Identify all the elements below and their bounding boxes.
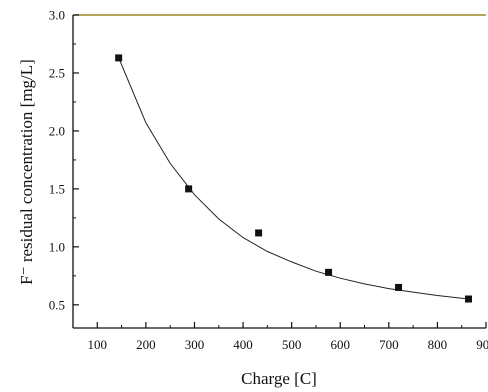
y-tick-label: 2.0 (49, 123, 65, 138)
data-point (395, 283, 403, 291)
y-tick-label: 1.5 (49, 181, 65, 196)
x-tick-label: 400 (233, 337, 253, 352)
plot-frame (72, 14, 486, 329)
x-tick-label: 800 (428, 337, 448, 352)
data-points (115, 54, 473, 303)
data-point (185, 185, 193, 193)
x-tick-label: 100 (88, 337, 108, 352)
data-point (255, 229, 263, 237)
x-axis-ticks: 100 200 300 400 500 600 700 800 900 (88, 322, 488, 352)
data-point (325, 268, 333, 276)
data-point (115, 54, 123, 62)
y-tick-label: 1.0 (49, 239, 65, 254)
y-tick-label: 2.5 (49, 65, 65, 80)
x-tick-label: 500 (282, 337, 302, 352)
x-tick-label: 700 (379, 337, 399, 352)
x-tick-label: 900 (476, 337, 488, 352)
fit-curve (118, 57, 469, 300)
x-axis-title: Charge [C] (241, 369, 317, 388)
x-tick-label: 600 (330, 337, 350, 352)
y-axis-ticks: 0.5 1.0 1.5 2.0 2.5 3.0 (49, 8, 79, 312)
y-tick-label: 0.5 (49, 297, 65, 312)
x-tick-label: 200 (136, 337, 156, 352)
x-tick-label: 300 (185, 337, 205, 352)
data-point (465, 295, 473, 303)
y-axis-title: F⁻ residual concentration [mg/L] (17, 59, 36, 285)
y-tick-label: 3.0 (49, 8, 65, 23)
